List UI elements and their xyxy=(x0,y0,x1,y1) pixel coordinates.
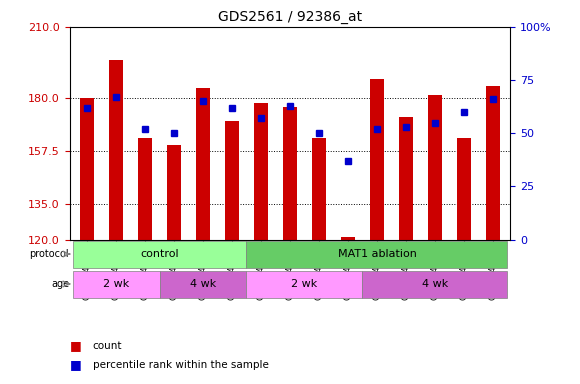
Bar xyxy=(196,88,210,240)
Text: percentile rank within the sample: percentile rank within the sample xyxy=(93,360,269,370)
Bar xyxy=(456,138,471,240)
Text: age: age xyxy=(51,279,69,289)
Text: 4 wk: 4 wk xyxy=(422,279,448,289)
Bar xyxy=(485,86,500,240)
FancyBboxPatch shape xyxy=(72,241,246,268)
FancyBboxPatch shape xyxy=(160,271,246,298)
Text: ■: ■ xyxy=(70,358,81,371)
Text: protocol: protocol xyxy=(30,249,69,259)
Bar xyxy=(398,117,413,240)
Title: GDS2561 / 92386_at: GDS2561 / 92386_at xyxy=(218,10,362,25)
Bar xyxy=(341,237,355,240)
Bar xyxy=(109,60,123,240)
Bar xyxy=(427,96,442,240)
Bar xyxy=(283,107,297,240)
Text: 2 wk: 2 wk xyxy=(103,279,129,289)
Text: 4 wk: 4 wk xyxy=(190,279,216,289)
Text: 2 wk: 2 wk xyxy=(291,279,318,289)
Bar xyxy=(312,138,326,240)
FancyBboxPatch shape xyxy=(72,271,160,298)
Text: control: control xyxy=(140,249,179,259)
FancyBboxPatch shape xyxy=(246,271,362,298)
Bar xyxy=(138,138,152,240)
Bar xyxy=(253,103,268,240)
FancyBboxPatch shape xyxy=(246,241,508,268)
Bar xyxy=(80,98,94,240)
Bar xyxy=(167,145,181,240)
Text: count: count xyxy=(93,341,122,351)
FancyBboxPatch shape xyxy=(362,271,508,298)
Bar xyxy=(224,121,239,240)
Text: MAT1 ablation: MAT1 ablation xyxy=(338,249,416,259)
Text: ■: ■ xyxy=(70,339,81,352)
Bar xyxy=(369,79,384,240)
